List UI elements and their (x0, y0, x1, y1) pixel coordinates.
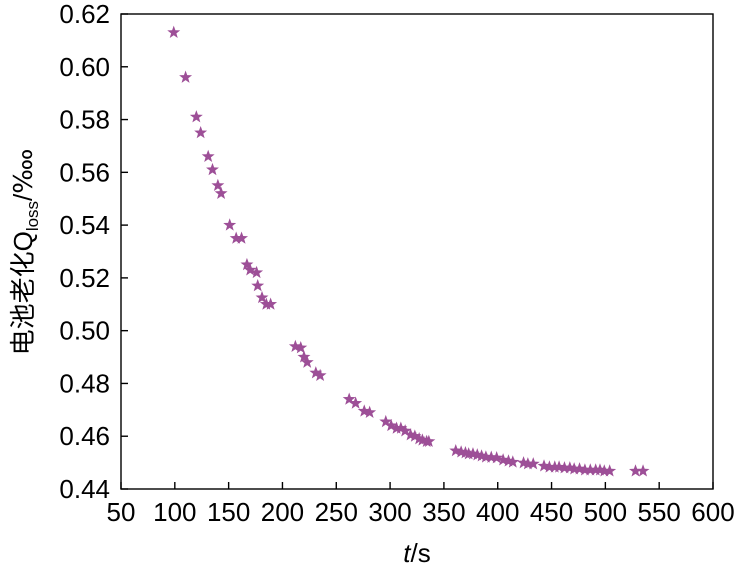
data-point (506, 455, 520, 468)
x-tick-label: 350 (422, 497, 465, 527)
data-point (398, 424, 412, 437)
y-axis-label-unit: /‱ (8, 149, 38, 201)
data-point (240, 257, 254, 271)
data-point (342, 392, 356, 405)
data-point (629, 464, 642, 477)
y-tick-label: 0.62 (59, 0, 110, 29)
data-point (189, 110, 203, 123)
data-point (313, 368, 327, 382)
data-point (408, 429, 422, 442)
data-point (636, 464, 650, 477)
data-point (578, 463, 592, 476)
data-point (297, 350, 311, 363)
data-point (300, 355, 314, 368)
data-point (597, 464, 611, 477)
data-point (179, 70, 193, 83)
data-point (211, 178, 225, 192)
data-point (479, 450, 493, 463)
x-axis-ticks: 50 100 150 200 250 300 350 400 450 500 550 600 (107, 482, 735, 527)
data-point (206, 162, 219, 176)
data-points (167, 25, 650, 477)
x-tick-label: 150 (207, 497, 250, 527)
data-point (603, 464, 617, 477)
data-point (521, 457, 535, 470)
data-point (309, 366, 323, 379)
x-tick-label: 450 (530, 497, 573, 527)
data-point (542, 460, 556, 473)
y-tick-label: 0.48 (59, 368, 110, 398)
data-point (484, 450, 498, 463)
data-point (526, 457, 540, 470)
x-tick-label: 600 (691, 497, 734, 527)
x-tick-label: 100 (153, 497, 196, 527)
y-tick-label: 0.60 (59, 52, 110, 82)
data-point (243, 263, 257, 276)
data-point (394, 421, 408, 434)
y-tick-label: 0.50 (59, 316, 110, 346)
y-tick-label: 0.52 (59, 263, 110, 293)
x-axis-label-var: t (403, 538, 412, 568)
y-tick-label: 0.44 (59, 474, 110, 504)
data-point (251, 279, 265, 292)
data-point (264, 297, 278, 310)
data-point (384, 418, 398, 432)
data-point (363, 405, 377, 418)
y-axis-ticks: 0.44 0.46 0.48 0.50 0.52 0.54 0.56 0.58 0.60 0.62 (59, 0, 128, 504)
data-point (379, 414, 393, 428)
y-tick-label: 0.46 (59, 421, 110, 451)
x-axis-label: t/s (403, 538, 430, 568)
data-point (567, 462, 581, 475)
data-point (255, 290, 269, 304)
data-point (422, 434, 436, 447)
data-point (229, 231, 243, 244)
data-point (250, 265, 264, 279)
data-point (235, 231, 249, 244)
x-tick-label: 550 (637, 497, 680, 527)
data-point (194, 125, 208, 139)
x-tick-label: 400 (476, 497, 519, 527)
x-tick-label: 50 (107, 497, 136, 527)
x-tick-label: 300 (368, 497, 411, 527)
x-tick-label: 500 (584, 497, 627, 527)
data-point (294, 341, 308, 354)
y-axis-label-main: 电池老化Q (8, 231, 38, 355)
plot-frame (120, 13, 714, 490)
y-axis-label-sub: loss (23, 201, 42, 231)
data-point (167, 25, 181, 38)
data-point (490, 451, 504, 464)
y-tick-label: 0.54 (59, 210, 110, 240)
data-point (583, 463, 597, 476)
y-axis-label: 电池老化Qloss/‱ (8, 149, 42, 356)
x-tick-label: 250 (315, 497, 358, 527)
y-tick-label: 0.58 (59, 105, 110, 135)
x-axis-label-unit: /s (411, 538, 431, 568)
y-tick-label: 0.56 (59, 157, 110, 187)
data-point (223, 218, 237, 231)
data-point (201, 149, 215, 162)
data-point (214, 186, 228, 199)
x-tick-label: 200 (261, 497, 304, 527)
data-point (557, 461, 571, 474)
data-point (349, 396, 363, 409)
